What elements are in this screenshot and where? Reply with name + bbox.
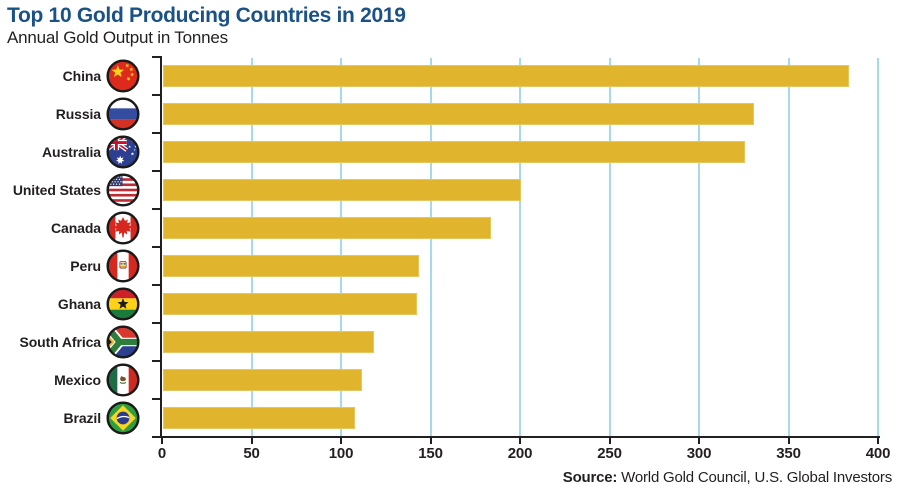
bar-canada (163, 217, 491, 239)
country-label: Ghana (57, 296, 101, 312)
x-axis-tick (340, 438, 342, 444)
y-axis-tick (151, 360, 161, 362)
gridline-300 (698, 58, 700, 437)
x-axis-tick (250, 438, 253, 444)
ghana-flag-icon (106, 287, 140, 321)
australia-flag-icon (106, 135, 140, 169)
x-tick-label: 50 (243, 445, 260, 462)
y-axis-tick (151, 132, 161, 134)
country-label: Peru (70, 258, 101, 274)
gridline-150 (429, 58, 432, 437)
x-axis-tick (877, 438, 879, 444)
country-label: Canada (51, 220, 101, 236)
y-axis-tick (151, 246, 161, 248)
y-axis-tick (151, 94, 161, 96)
south-africa-flag-icon (106, 325, 140, 359)
x-tick-label: 100 (328, 445, 354, 462)
y-axis-tick (151, 284, 161, 286)
country-row: Brazil (0, 399, 162, 437)
x-axis-tick (698, 438, 700, 444)
country-row: Australia (0, 133, 162, 171)
canada-flag-icon (106, 211, 140, 245)
mexico-flag-icon (106, 363, 140, 397)
x-tick-label: 350 (776, 445, 801, 462)
y-axis-tick (151, 170, 161, 172)
x-axis-tick (519, 438, 521, 444)
chart-subtitle: Annual Gold Output in Tonnes (7, 28, 228, 47)
y-axis-line (159, 56, 162, 438)
bar-china (163, 65, 849, 87)
bar-russia (163, 103, 754, 125)
x-axis-tick (429, 438, 432, 444)
source-label: Source: (562, 469, 618, 486)
x-axis-line (153, 436, 880, 439)
country-label: Russia (55, 106, 101, 122)
country-label: United States (12, 182, 101, 198)
bar-mexico (163, 369, 362, 391)
source-line: Source: World Gold Council, U.S. Global … (563, 469, 892, 486)
country-row: Mexico (0, 361, 162, 399)
gridline-250 (608, 58, 611, 437)
plot-area: 0 50 100 150 200 250 300 350 400 (151, 56, 890, 462)
x-tick-label: 0 (157, 445, 167, 462)
bar-peru (163, 255, 419, 277)
x-tick-label: 150 (418, 445, 443, 462)
country-row: Peru (0, 247, 162, 285)
gridline-400 (877, 58, 879, 437)
bar-ghana (163, 293, 418, 315)
russia-flag-icon (106, 97, 140, 131)
peru-flag-icon (106, 249, 140, 283)
country-label: Australia (41, 144, 101, 160)
country-row: Ghana (0, 285, 162, 323)
x-tick-label: 400 (865, 445, 891, 462)
china-flag-icon (106, 59, 140, 93)
bar-brazil (163, 407, 355, 429)
y-axis-tick (151, 56, 161, 58)
gridline-200 (519, 58, 521, 437)
source-text: World Gold Council, U.S. Global Investor… (617, 469, 892, 486)
x-tick-label: 300 (686, 445, 712, 462)
x-axis-tick (608, 438, 611, 444)
gridline-50 (250, 58, 253, 437)
country-row: South Africa (0, 323, 162, 361)
y-axis-tick (151, 398, 161, 400)
x-axis-tick (787, 438, 790, 444)
chart-title: Top 10 Gold Producing Countries in 2019 (7, 4, 406, 27)
gridline-100 (340, 58, 342, 437)
x-axis-tick (161, 438, 163, 444)
country-row: Canada (0, 209, 162, 247)
country-label: China (62, 68, 101, 84)
country-row: United States (0, 171, 162, 209)
y-axis-tick (151, 208, 161, 210)
y-axis-tick (151, 436, 161, 438)
bar-south-africa (163, 331, 375, 353)
x-tick-label: 250 (597, 445, 622, 462)
y-axis-tick (151, 322, 161, 324)
united-states-flag-icon (106, 173, 140, 207)
country-label: Mexico (54, 372, 101, 388)
bar-united-states (163, 179, 521, 201)
country-row: Russia (0, 95, 162, 133)
country-row: China (0, 57, 162, 95)
bar-australia (163, 141, 745, 163)
x-tick-label: 200 (507, 445, 533, 462)
gridline-350 (787, 58, 790, 437)
country-label: South Africa (19, 334, 101, 350)
country-label: Brazil (63, 410, 101, 426)
brazil-flag-icon (106, 401, 140, 435)
